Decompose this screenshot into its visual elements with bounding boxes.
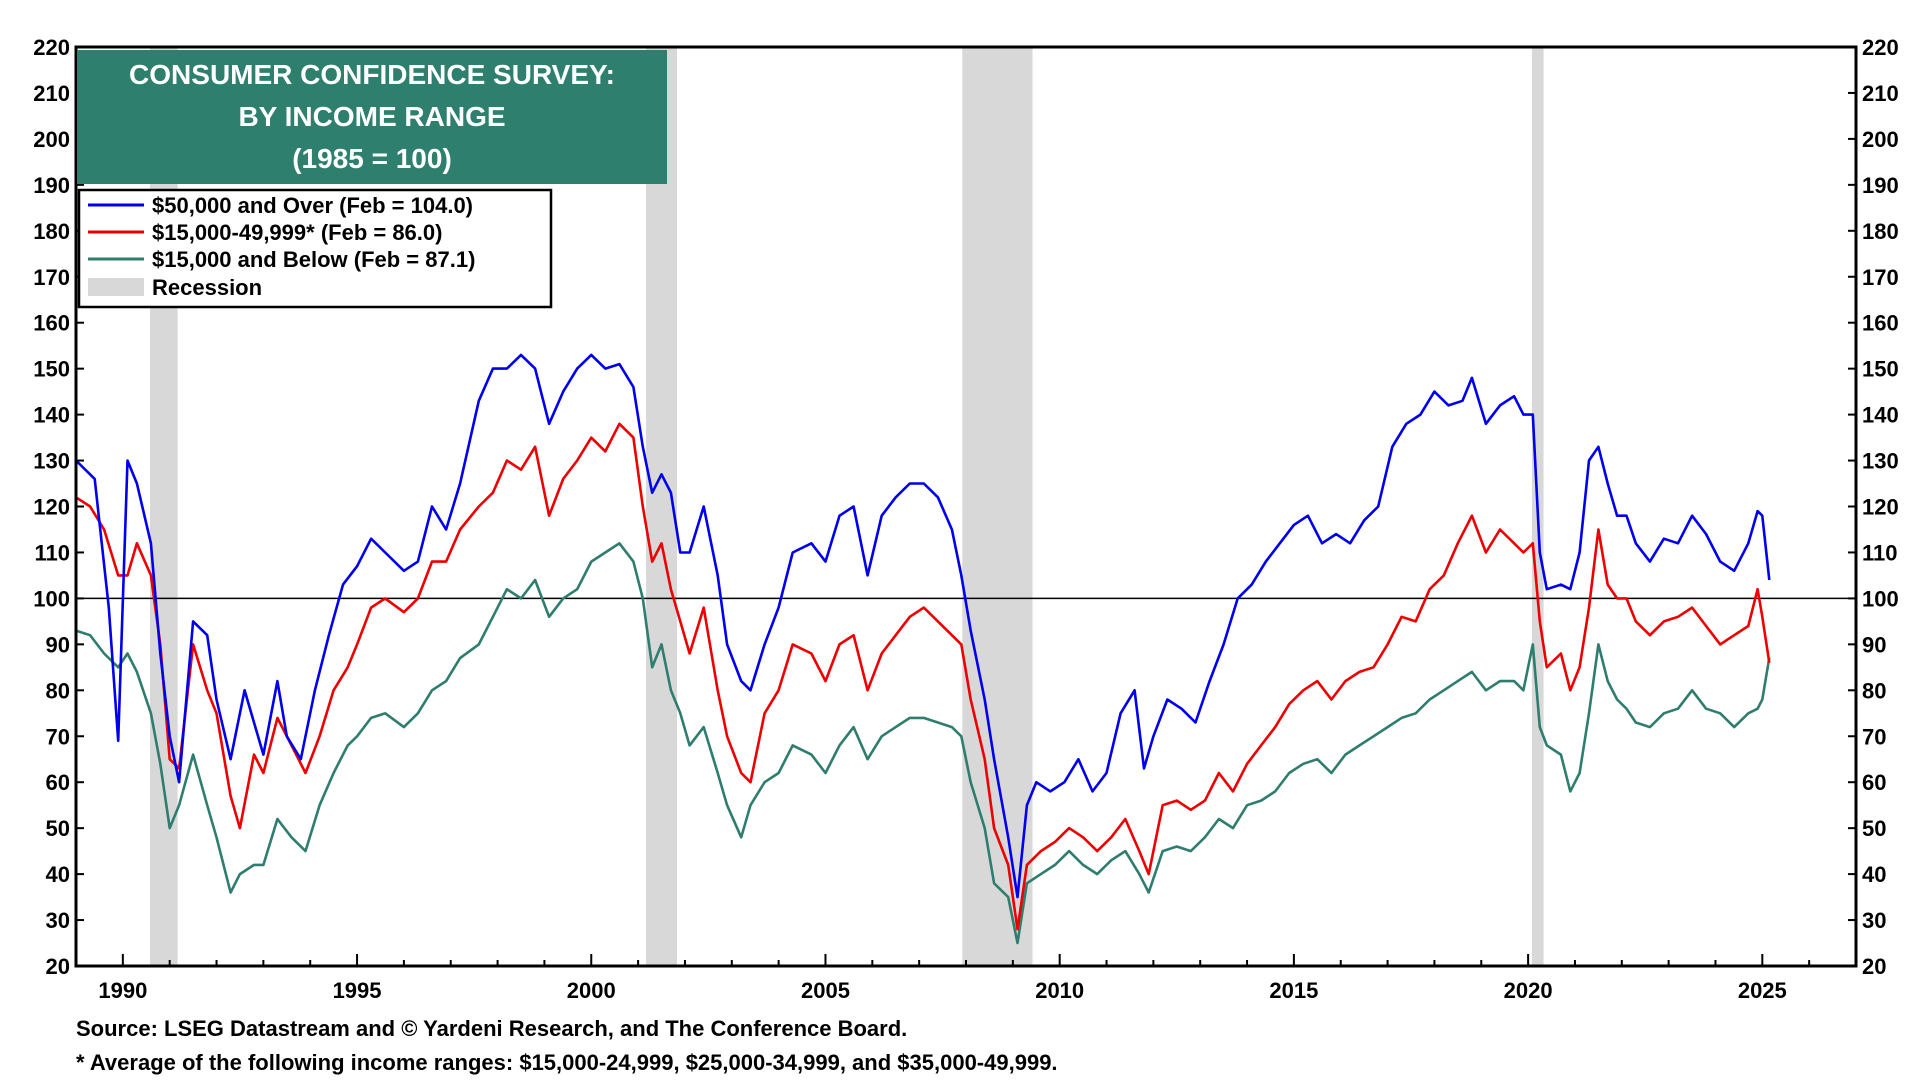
y-tick-right-label: 140 xyxy=(1862,403,1899,428)
y-tick-left-label: 140 xyxy=(33,403,70,428)
x-tick-label: 2010 xyxy=(1035,978,1084,1003)
y-tick-right-label: 220 xyxy=(1862,35,1899,60)
y-tick-left-label: 150 xyxy=(33,357,70,382)
chart-title-line-1: CONSUMER CONFIDENCE SURVEY: xyxy=(129,59,615,90)
y-tick-right-label: 80 xyxy=(1862,678,1886,703)
x-tick-label: 2015 xyxy=(1269,978,1318,1003)
footnote-note: * Average of the following income ranges… xyxy=(76,1050,1058,1075)
y-tick-right-label: 70 xyxy=(1862,724,1886,749)
y-tick-left-label: 30 xyxy=(46,908,70,933)
x-tick-label: 2025 xyxy=(1738,978,1787,1003)
y-tick-left-label: 80 xyxy=(46,678,70,703)
series-line--15-000-49-999- xyxy=(75,422,1771,931)
y-tick-right-label: 90 xyxy=(1862,632,1886,657)
series-line--50-000-and-over xyxy=(75,353,1771,899)
y-tick-right-label: 150 xyxy=(1862,357,1899,382)
y-tick-left-label: 50 xyxy=(46,816,70,841)
y-tick-left-label: 160 xyxy=(33,311,70,336)
y-tick-left-label: 60 xyxy=(46,770,70,795)
legend-label-mid-income: $15,000-49,999* (Feb = 86.0) xyxy=(152,220,442,245)
series-line--15-000-and-below xyxy=(75,542,1771,945)
y-tick-right-label: 170 xyxy=(1862,265,1899,290)
y-tick-right-label: 190 xyxy=(1862,173,1899,198)
recession-bands xyxy=(150,47,1544,966)
chart-title-line-3: (1985 = 100) xyxy=(292,143,452,174)
y-tick-right-label: 130 xyxy=(1862,449,1899,474)
chart-title-line-2: BY INCOME RANGE xyxy=(238,101,505,132)
y-tick-right-label: 50 xyxy=(1862,816,1886,841)
y-tick-right-label: 20 xyxy=(1862,954,1886,979)
y-tick-left-label: 220 xyxy=(33,35,70,60)
legend: $50,000 and Over (Feb = 104.0) $15,000-4… xyxy=(77,188,553,309)
y-tick-right-label: 60 xyxy=(1862,770,1886,795)
series-lines xyxy=(75,353,1771,945)
y-tick-left-label: 70 xyxy=(46,724,70,749)
x-tick-label: 2005 xyxy=(801,978,850,1003)
x-axis: 1990 1995 2000 2005 2010 2015 2020 2025 xyxy=(75,954,1857,1003)
y-tick-right-label: 120 xyxy=(1862,495,1899,520)
y-tick-right-label: 160 xyxy=(1862,311,1899,336)
x-tick-label: 2020 xyxy=(1504,978,1553,1003)
y-tick-left-label: 200 xyxy=(33,127,70,152)
y-tick-left-label: 190 xyxy=(33,173,70,198)
y-tick-left-label: 90 xyxy=(46,632,70,657)
recession-band-0 xyxy=(150,47,178,966)
recession-band-2 xyxy=(962,47,1033,966)
y-tick-right-label: 100 xyxy=(1862,586,1899,611)
y-tick-right-label: 200 xyxy=(1862,127,1899,152)
y-tick-left-label: 40 xyxy=(46,862,70,887)
y-tick-left-label: 100 xyxy=(33,586,70,611)
x-tick-label: 2000 xyxy=(567,978,616,1003)
y-tick-left-label: 120 xyxy=(33,495,70,520)
legend-label-low-income: $15,000 and Below (Feb = 87.1) xyxy=(152,247,475,272)
legend-swatch-recession xyxy=(88,278,144,296)
legend-label-recession: Recession xyxy=(152,275,262,300)
y-tick-left-label: 20 xyxy=(46,954,70,979)
x-tick-label: 1995 xyxy=(333,978,382,1003)
y-tick-left-label: 170 xyxy=(33,265,70,290)
y-tick-right-label: 30 xyxy=(1862,908,1886,933)
x-tick-label: 1990 xyxy=(98,978,147,1003)
y-tick-left-label: 210 xyxy=(33,81,70,106)
y-axis-left: 20 30 40 50 60 70 80 90 100 110 120 130 140 150 160 170… xyxy=(33,35,84,979)
y-tick-right-label: 180 xyxy=(1862,219,1899,244)
legend-label-high-income: $50,000 and Over (Feb = 104.0) xyxy=(152,193,473,218)
y-tick-left-label: 110 xyxy=(35,540,71,565)
y-axis-right: 20 30 40 50 60 70 80 90 100 110 120 130 140 150 160 170… xyxy=(1848,35,1899,979)
y-tick-right-label: 40 xyxy=(1862,862,1886,887)
y-tick-left-label: 130 xyxy=(33,449,70,474)
title-box: CONSUMER CONFIDENCE SURVEY: BY INCOME RA… xyxy=(77,50,667,184)
y-tick-right-label: 110 xyxy=(1862,540,1898,565)
footnote-source: Source: LSEG Datastream and © Yardeni Re… xyxy=(76,1016,908,1041)
y-tick-right-label: 210 xyxy=(1862,81,1899,106)
y-tick-left-label: 180 xyxy=(33,219,70,244)
